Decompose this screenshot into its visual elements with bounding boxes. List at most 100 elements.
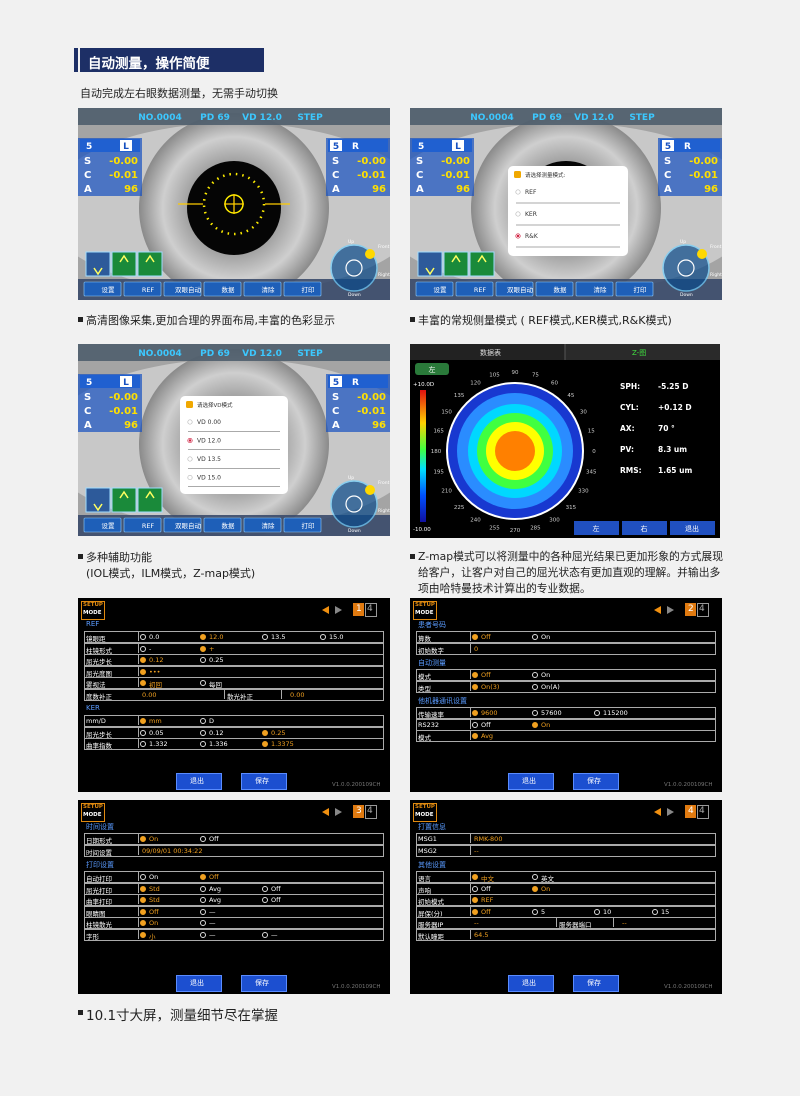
bottom-button[interactable]: [123, 517, 162, 533]
cell-frame: [416, 642, 471, 653]
settings-button[interactable]: [176, 975, 222, 992]
readout-value: 96: [456, 184, 470, 195]
bottom-button[interactable]: [203, 517, 242, 533]
option-label[interactable]: On(A): [541, 682, 560, 691]
option-label[interactable]: 0.25: [271, 728, 286, 737]
option-label[interactable]: 10: [603, 907, 612, 916]
option-label[interactable]: Avg: [481, 732, 494, 740]
bottom-button[interactable]: [283, 281, 322, 297]
option-label[interactable]: 英文: [541, 875, 554, 883]
bottom-button[interactable]: [495, 281, 534, 297]
option-label[interactable]: On: [149, 873, 159, 881]
option-label[interactable]: 15: [661, 907, 670, 916]
option-label[interactable]: On: [541, 633, 551, 641]
option-label[interactable]: —: [271, 930, 278, 939]
page-box: [685, 805, 696, 818]
bottom-button[interactable]: [163, 281, 202, 297]
settings-button[interactable]: [241, 773, 287, 790]
option-label[interactable]: 中文: [481, 875, 494, 883]
option-label[interactable]: 1.336: [209, 740, 228, 748]
option-label[interactable]: Off: [209, 835, 219, 843]
bottom-button[interactable]: [455, 281, 494, 297]
option-label[interactable]: 1.3375: [271, 740, 294, 748]
bottom-button[interactable]: [415, 281, 454, 297]
settings-button[interactable]: [573, 975, 619, 992]
menu-option[interactable]: R&K: [525, 233, 539, 240]
option-label[interactable]: 0.05: [149, 728, 164, 737]
option-label[interactable]: 1.332: [149, 740, 168, 748]
zmap-button[interactable]: [670, 521, 715, 535]
option-label[interactable]: Off: [481, 671, 491, 679]
bottom-button[interactable]: [83, 517, 122, 533]
option-label[interactable]: Std: [149, 884, 160, 893]
option-label[interactable]: Off: [481, 633, 491, 641]
option-label[interactable]: 小: [149, 932, 156, 941]
tab[interactable]: Z-图: [632, 349, 646, 357]
tab[interactable]: 数据表: [480, 348, 501, 357]
bottom-button[interactable]: [123, 281, 162, 297]
menu-option[interactable]: VD 13.5: [197, 456, 221, 463]
option-label[interactable]: 0.25: [209, 656, 224, 664]
menu-option[interactable]: REF: [525, 189, 537, 196]
option-label[interactable]: -: [149, 644, 152, 653]
bottom-button[interactable]: [243, 281, 282, 297]
option-label[interactable]: Off: [481, 720, 491, 729]
option-label[interactable]: +: [209, 644, 215, 653]
option-label[interactable]: mm: [149, 717, 162, 725]
option-label[interactable]: Off: [271, 896, 281, 904]
option-label[interactable]: REF: [481, 896, 494, 904]
option-label[interactable]: Avg: [209, 884, 222, 893]
option-label[interactable]: 9600: [481, 709, 498, 717]
option-label[interactable]: 115200: [603, 709, 628, 717]
option-label[interactable]: Avg: [209, 896, 222, 904]
option-label[interactable]: On: [541, 720, 551, 729]
zmap-button-label: 左: [593, 524, 600, 533]
option-label[interactable]: On: [541, 671, 551, 679]
option-label[interactable]: On: [149, 919, 159, 927]
option-label[interactable]: 0.12: [149, 656, 164, 664]
bottom-button[interactable]: [163, 517, 202, 533]
bottom-button[interactable]: [283, 517, 322, 533]
option-label[interactable]: 15.0: [329, 633, 344, 641]
menu-option[interactable]: VD 0.00: [197, 419, 221, 426]
option-label[interactable]: Std: [149, 896, 160, 904]
zmap-button[interactable]: [622, 521, 667, 535]
bottom-button[interactable]: [243, 517, 282, 533]
bottom-button[interactable]: [575, 281, 614, 297]
settings-button[interactable]: [508, 773, 554, 790]
option-label[interactable]: 0.0: [149, 633, 160, 641]
bottom-button[interactable]: [535, 281, 574, 297]
option-label[interactable]: —: [209, 930, 216, 939]
option-label[interactable]: Off: [149, 907, 159, 916]
settings-button[interactable]: [573, 773, 619, 790]
option-label[interactable]: —: [209, 907, 216, 916]
option-label[interactable]: 0.12: [209, 728, 224, 737]
option-label[interactable]: 初回: [149, 681, 162, 689]
option-label[interactable]: Off: [481, 907, 491, 916]
option-label[interactable]: —: [209, 919, 216, 927]
bottom-button[interactable]: [615, 281, 654, 297]
page-total: 4: [699, 604, 705, 614]
menu-option[interactable]: VD 15.0: [197, 475, 221, 482]
option-label[interactable]: 每回: [209, 681, 222, 689]
option-label[interactable]: 57600: [541, 709, 562, 717]
option-label[interactable]: Off: [481, 884, 491, 893]
option-label[interactable]: Off: [209, 873, 219, 881]
zmap-button[interactable]: [574, 521, 619, 535]
option-label[interactable]: •••: [149, 667, 161, 676]
settings-button[interactable]: [508, 975, 554, 992]
menu-option[interactable]: VD 12.0: [197, 438, 221, 445]
bottom-button[interactable]: [203, 281, 242, 297]
option-label[interactable]: 12.0: [209, 633, 224, 641]
bottom-button[interactable]: [83, 281, 122, 297]
menu-option[interactable]: KER: [525, 211, 537, 218]
option-label[interactable]: 5: [541, 907, 546, 916]
settings-button[interactable]: [241, 975, 287, 992]
option-label[interactable]: On(3): [481, 682, 500, 691]
option-label[interactable]: On: [149, 835, 159, 843]
option-label[interactable]: D: [209, 717, 215, 725]
option-label[interactable]: 13.5: [271, 633, 286, 641]
option-label[interactable]: Off: [271, 884, 281, 893]
option-label[interactable]: On: [541, 884, 551, 893]
settings-button[interactable]: [176, 773, 222, 790]
